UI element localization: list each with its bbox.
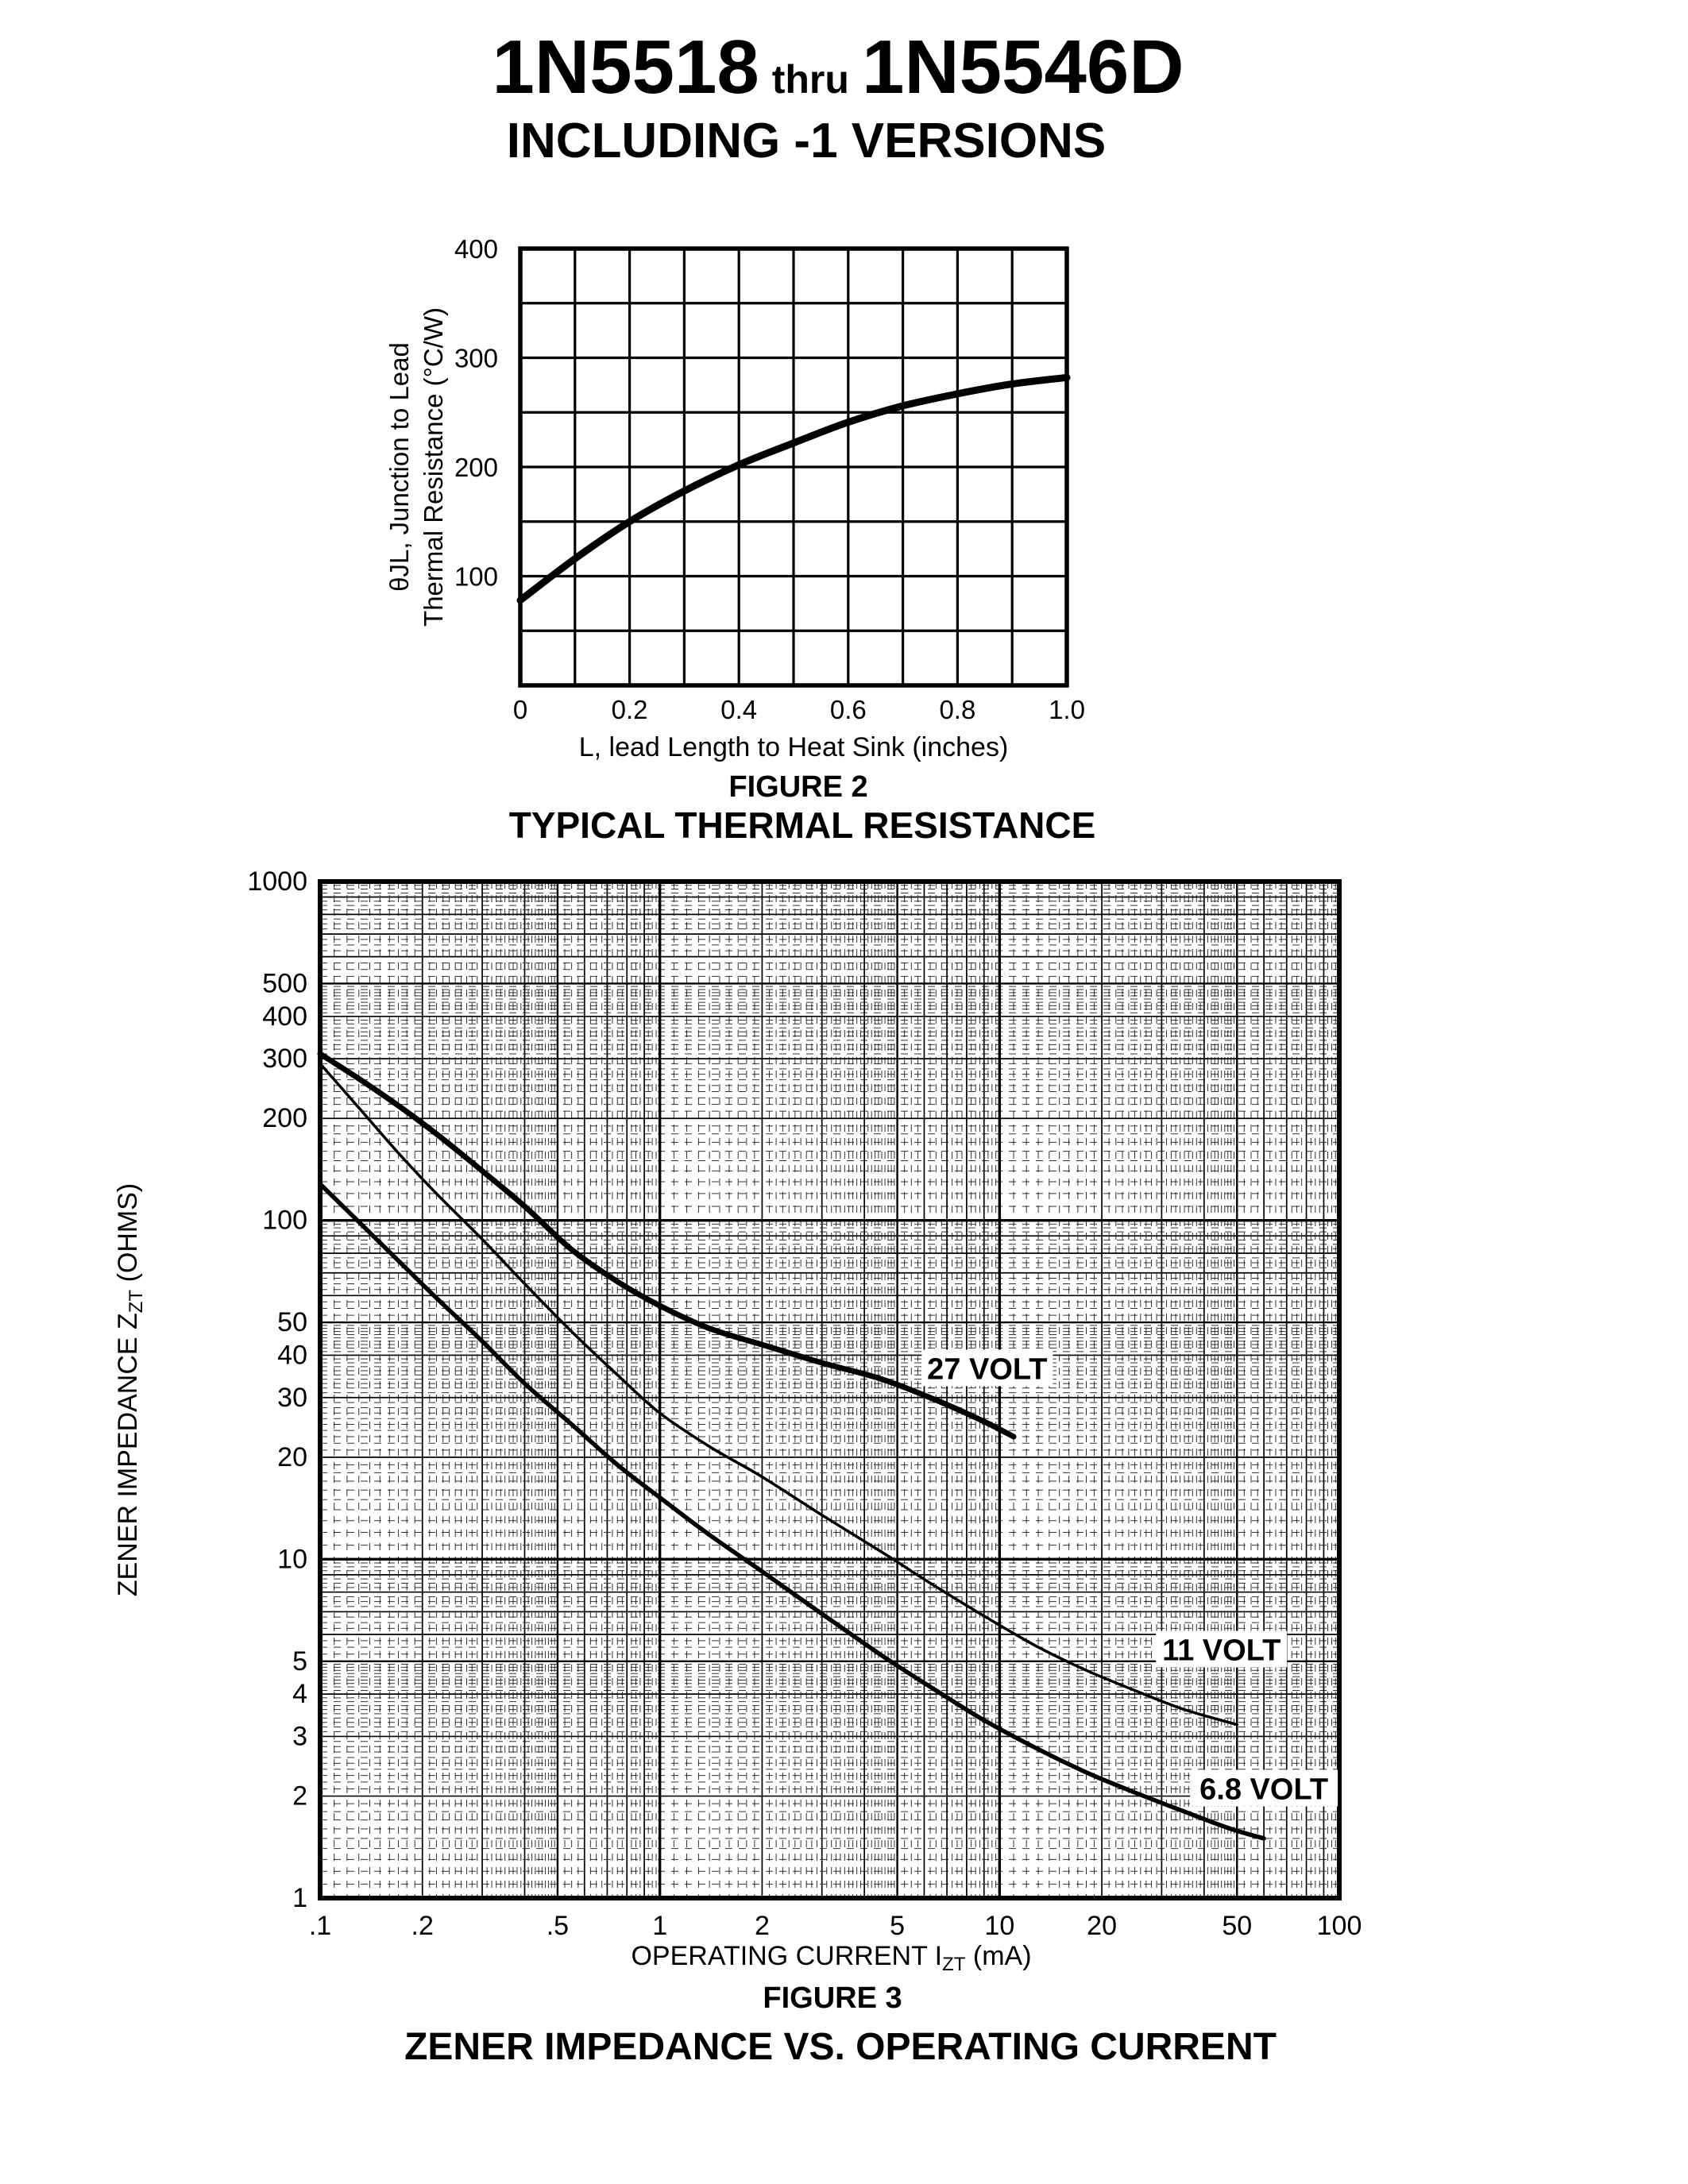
fig2-grid [519, 247, 1068, 687]
fig3-y-tick-label: 4 [292, 1679, 307, 1709]
fig3-y-tick-label: 1 [292, 1883, 307, 1913]
fig3-x-tick-label: 1 [652, 1911, 667, 1941]
fig3-y-tick-label: 50 [277, 1307, 307, 1337]
fig3-y-axis-label: ZENER IMPEDANCE ZZT (OHMS) [113, 1183, 147, 1596]
doc-title-part-number-end: 1N5546D [861, 25, 1184, 110]
fig3-curve-label-bg [921, 1349, 1053, 1387]
fig3-y-tick-label: 200 [262, 1103, 307, 1133]
fig2-x-tick-label: 0 [513, 695, 527, 724]
fig3-y-tick-label: 400 [262, 1001, 307, 1032]
fig2-plot-border [518, 246, 1069, 688]
fig3-y-tick-label: 10 [277, 1544, 307, 1574]
fig3-curve-27-volt [317, 1051, 1017, 1440]
fig3-y-tick-label: 1000 [247, 866, 307, 897]
fig2-x-axis-label: L, lead Length to Heat Sink (inches) [579, 732, 1009, 762]
fig2-x-tick-label: 0.2 [612, 695, 648, 724]
figure3-caption-title: ZENER IMPEDANCE VS. OPERATING CURRENT [404, 2026, 1277, 2068]
fig2-y-axis-label-line1: θJL, Junction to Lead [384, 342, 414, 592]
fig2-y-axis-label-line2: Thermal Resistance (°C/W) [419, 307, 448, 627]
fig2-y-tick-label: 300 [454, 344, 498, 373]
fig3-y-tick-label: 5 [292, 1646, 307, 1677]
doc-subtitle: INCLUDING -1 VERSIONS [506, 114, 1107, 168]
fig3-x-tick-label: 50 [1222, 1911, 1252, 1941]
fig3-x-tick-label: 20 [1087, 1911, 1117, 1941]
fig3-y-tick-label: 3 [292, 1721, 307, 1751]
fig3-x-tick-label: .1 [309, 1911, 331, 1941]
fig3-y-tick-label: 20 [277, 1442, 307, 1472]
fig3-x-axis-label: OPERATING CURRENT IZT (mA) [631, 1941, 1031, 1975]
figure2-caption-label: FIGURE 2 [728, 770, 868, 804]
fig3-curve-label-bg [1156, 1630, 1288, 1668]
fig2-x-tick-label: 1.0 [1049, 695, 1085, 724]
fig2-y-tick-label: 100 [454, 562, 498, 592]
figure3-caption-label: FIGURE 3 [763, 1981, 902, 2015]
fig2-x-tick-labels: 0 0.2 0.4 0.6 0.8 1.0 [513, 695, 1085, 724]
doc-title-thru: thru [771, 57, 849, 102]
fig3-grid [320, 882, 1339, 1898]
fig3-y-tick-label: 300 [262, 1044, 307, 1074]
fig2-y-tick-labels: 400 300 200 100 [454, 234, 498, 592]
fig2-curve-junction-to-lead-thermal-resistance [516, 373, 1071, 604]
fig3-plot-border [318, 879, 1342, 1900]
fig3-x-tick-label: 5 [890, 1911, 905, 1941]
fig3-y-tick-label: 100 [262, 1206, 307, 1236]
fig2-x-tick-label: 0.8 [939, 695, 975, 724]
fig3-x-tick-label: .2 [411, 1911, 434, 1941]
fig3-curve-6.8-volt [318, 1182, 1266, 1841]
fig3-x-tick-label: 100 [1317, 1911, 1362, 1941]
fig3-y-tick-label: 40 [277, 1340, 307, 1370]
fig3-curve-label-27-volt: 27 VOLT [927, 1352, 1047, 1386]
fig3-x-tick-label: 10 [984, 1911, 1014, 1941]
fig2-x-tick-label: 0.4 [720, 695, 757, 724]
fig2-y-tick-label: 400 [454, 234, 498, 264]
figure2-caption-title: TYPICAL THERMAL RESISTANCE [508, 805, 1096, 846]
fig3-x-tick-labels: .1 .2 .5 1 2 5 10 20 50 100 [309, 1911, 1362, 1941]
fig3-y-tick-label: 30 [277, 1383, 307, 1413]
fig3-curve-label-bg [1190, 1769, 1338, 1807]
fig3-curve-11-volt [319, 1062, 1239, 1727]
doc-title-part-number-start: 1N5518 [492, 25, 759, 110]
fig3-curve-label-11-volt: 11 VOLT [1162, 1634, 1280, 1668]
figure2-chart: 400 300 200 100 0 0.2 0.4 0.6 0.8 1.0 L, lead Leng… [384, 234, 1085, 762]
fig3-curve-label-6.8-volt: 6.8 VOLT [1199, 1773, 1328, 1807]
fig2-x-tick-label: 0.6 [830, 695, 867, 724]
fig3-y-tick-label: 500 [262, 968, 307, 998]
fig2-y-tick-label: 200 [454, 453, 498, 482]
doc-title: 1N5518 thru 1N5546D [492, 24, 1184, 111]
fig3-y-tick-label: 2 [292, 1781, 307, 1812]
fig3-x-tick-label: .5 [547, 1911, 569, 1941]
fig3-x-tick-label: 2 [755, 1911, 770, 1941]
